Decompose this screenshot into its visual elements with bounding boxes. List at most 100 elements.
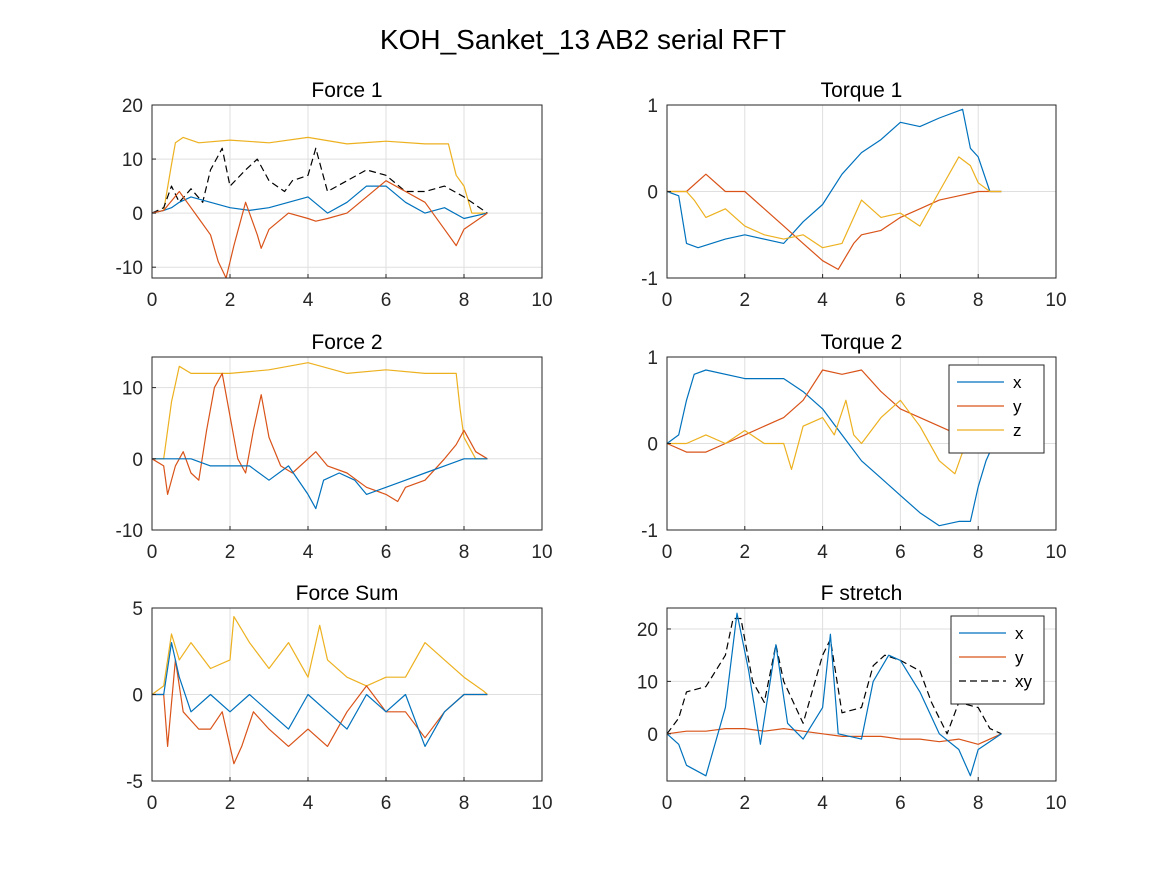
series-line-xy bbox=[666, 617, 1002, 735]
x-tick-label: 10 bbox=[1045, 542, 1066, 563]
legend-label-z: z bbox=[1013, 421, 1022, 440]
x-tick-label: 6 bbox=[381, 793, 392, 814]
x-tick-label: 0 bbox=[662, 793, 673, 814]
x-tick-label: 0 bbox=[662, 542, 673, 563]
x-tick-label: 6 bbox=[895, 290, 906, 311]
x-tick-label: 6 bbox=[381, 290, 392, 311]
y-tick-label: 20 bbox=[122, 96, 143, 117]
panel-title: Torque 2 bbox=[821, 331, 903, 354]
plot-area bbox=[151, 104, 543, 279]
y-tick-label: -5 bbox=[126, 772, 143, 793]
series-line-y bbox=[151, 180, 488, 279]
series-line-y bbox=[667, 173, 1002, 270]
x-tick-label: 6 bbox=[895, 793, 906, 814]
figure-title: KOH_Sanket_13 AB2 serial RFT bbox=[380, 24, 786, 55]
series-line-x bbox=[666, 108, 1002, 249]
series-line-z bbox=[667, 156, 1002, 249]
x-tick-label: 8 bbox=[973, 793, 984, 814]
legend-label-xy: xy bbox=[1015, 672, 1033, 691]
x-tick-label: 4 bbox=[817, 542, 828, 563]
x-tick-label: 6 bbox=[895, 542, 906, 563]
y-tick-label: 20 bbox=[637, 620, 658, 641]
x-tick-label: 10 bbox=[1045, 290, 1066, 311]
legend-label-x: x bbox=[1013, 373, 1022, 392]
series-line-y bbox=[151, 372, 488, 503]
axis-frame bbox=[151, 104, 543, 279]
series-line-z bbox=[151, 616, 488, 695]
y-tick-label: -1 bbox=[641, 269, 658, 290]
x-tick-label: 4 bbox=[303, 542, 314, 563]
y-tick-label: 10 bbox=[122, 150, 143, 171]
series-line-x bbox=[151, 185, 488, 220]
x-tick-label: 2 bbox=[225, 290, 236, 311]
y-tick-label: 1 bbox=[647, 348, 658, 369]
legend-box bbox=[950, 615, 1045, 705]
panel-title: Force 1 bbox=[311, 79, 382, 102]
x-tick-label: 8 bbox=[459, 542, 470, 563]
y-tick-label: 0 bbox=[132, 450, 143, 471]
y-tick-label: -10 bbox=[116, 258, 143, 279]
legend-label-x: x bbox=[1015, 624, 1024, 643]
panel-title: F stretch bbox=[821, 582, 903, 605]
x-tick-label: 4 bbox=[817, 290, 828, 311]
x-tick-label: 10 bbox=[531, 290, 552, 311]
x-tick-label: 2 bbox=[740, 793, 751, 814]
panel-fstretch: 0 2 4 6 8 10 0 10 20 F stretch xy xy bbox=[637, 582, 1067, 814]
legend-label-y: y bbox=[1015, 648, 1024, 667]
series-line-y bbox=[152, 659, 488, 765]
x-tick-label: 8 bbox=[459, 290, 470, 311]
axis-frame bbox=[151, 356, 543, 531]
y-tick-label: 0 bbox=[132, 686, 143, 707]
x-tick-label: 8 bbox=[459, 793, 470, 814]
y-tick-label: 0 bbox=[647, 183, 658, 204]
x-tick-label: 10 bbox=[1045, 793, 1066, 814]
y-tick-label: 5 bbox=[132, 599, 143, 620]
series-line-x bbox=[666, 612, 1002, 777]
panel-title: Force 2 bbox=[311, 331, 382, 354]
series-line-x bbox=[152, 642, 488, 747]
series-line-x bbox=[666, 369, 1002, 527]
x-tick-label: 10 bbox=[531, 793, 552, 814]
y-tick-label: -10 bbox=[116, 521, 143, 542]
x-tick-label: 0 bbox=[147, 542, 158, 563]
x-tick-label: 0 bbox=[147, 290, 158, 311]
panel-title: Torque 1 bbox=[821, 79, 903, 102]
series-line-xy bbox=[151, 147, 488, 214]
series-line-y bbox=[666, 728, 1002, 745]
panel-title: Force Sum bbox=[296, 582, 399, 605]
series-line-z bbox=[151, 136, 488, 214]
x-tick-label: 4 bbox=[303, 793, 314, 814]
series-line-z bbox=[152, 362, 488, 460]
legend-label-y: y bbox=[1013, 397, 1022, 416]
y-tick-label: 1 bbox=[647, 96, 658, 117]
x-tick-label: 10 bbox=[531, 542, 552, 563]
x-tick-label: 2 bbox=[225, 542, 236, 563]
y-tick-label: 0 bbox=[647, 435, 658, 456]
legend: xy xy bbox=[950, 615, 1045, 705]
x-tick-label: 0 bbox=[147, 793, 158, 814]
y-tick-label: 10 bbox=[637, 672, 658, 693]
axis-frame bbox=[666, 607, 1057, 782]
x-tick-label: 2 bbox=[225, 793, 236, 814]
x-tick-label: 0 bbox=[662, 290, 673, 311]
y-tick-label: -1 bbox=[641, 521, 658, 542]
x-tick-label: 2 bbox=[740, 290, 751, 311]
x-tick-label: 4 bbox=[817, 793, 828, 814]
x-tick-label: 4 bbox=[303, 290, 314, 311]
x-tick-label: 8 bbox=[973, 542, 984, 563]
series-line-y bbox=[666, 369, 1002, 453]
x-tick-label: 8 bbox=[973, 290, 984, 311]
legend: xyz bbox=[948, 364, 1045, 454]
y-tick-label: 10 bbox=[122, 379, 143, 400]
y-tick-label: 0 bbox=[132, 204, 143, 225]
x-tick-label: 6 bbox=[381, 542, 392, 563]
y-tick-label: 0 bbox=[647, 725, 658, 746]
series-line-x bbox=[152, 458, 488, 510]
x-tick-label: 2 bbox=[740, 542, 751, 563]
